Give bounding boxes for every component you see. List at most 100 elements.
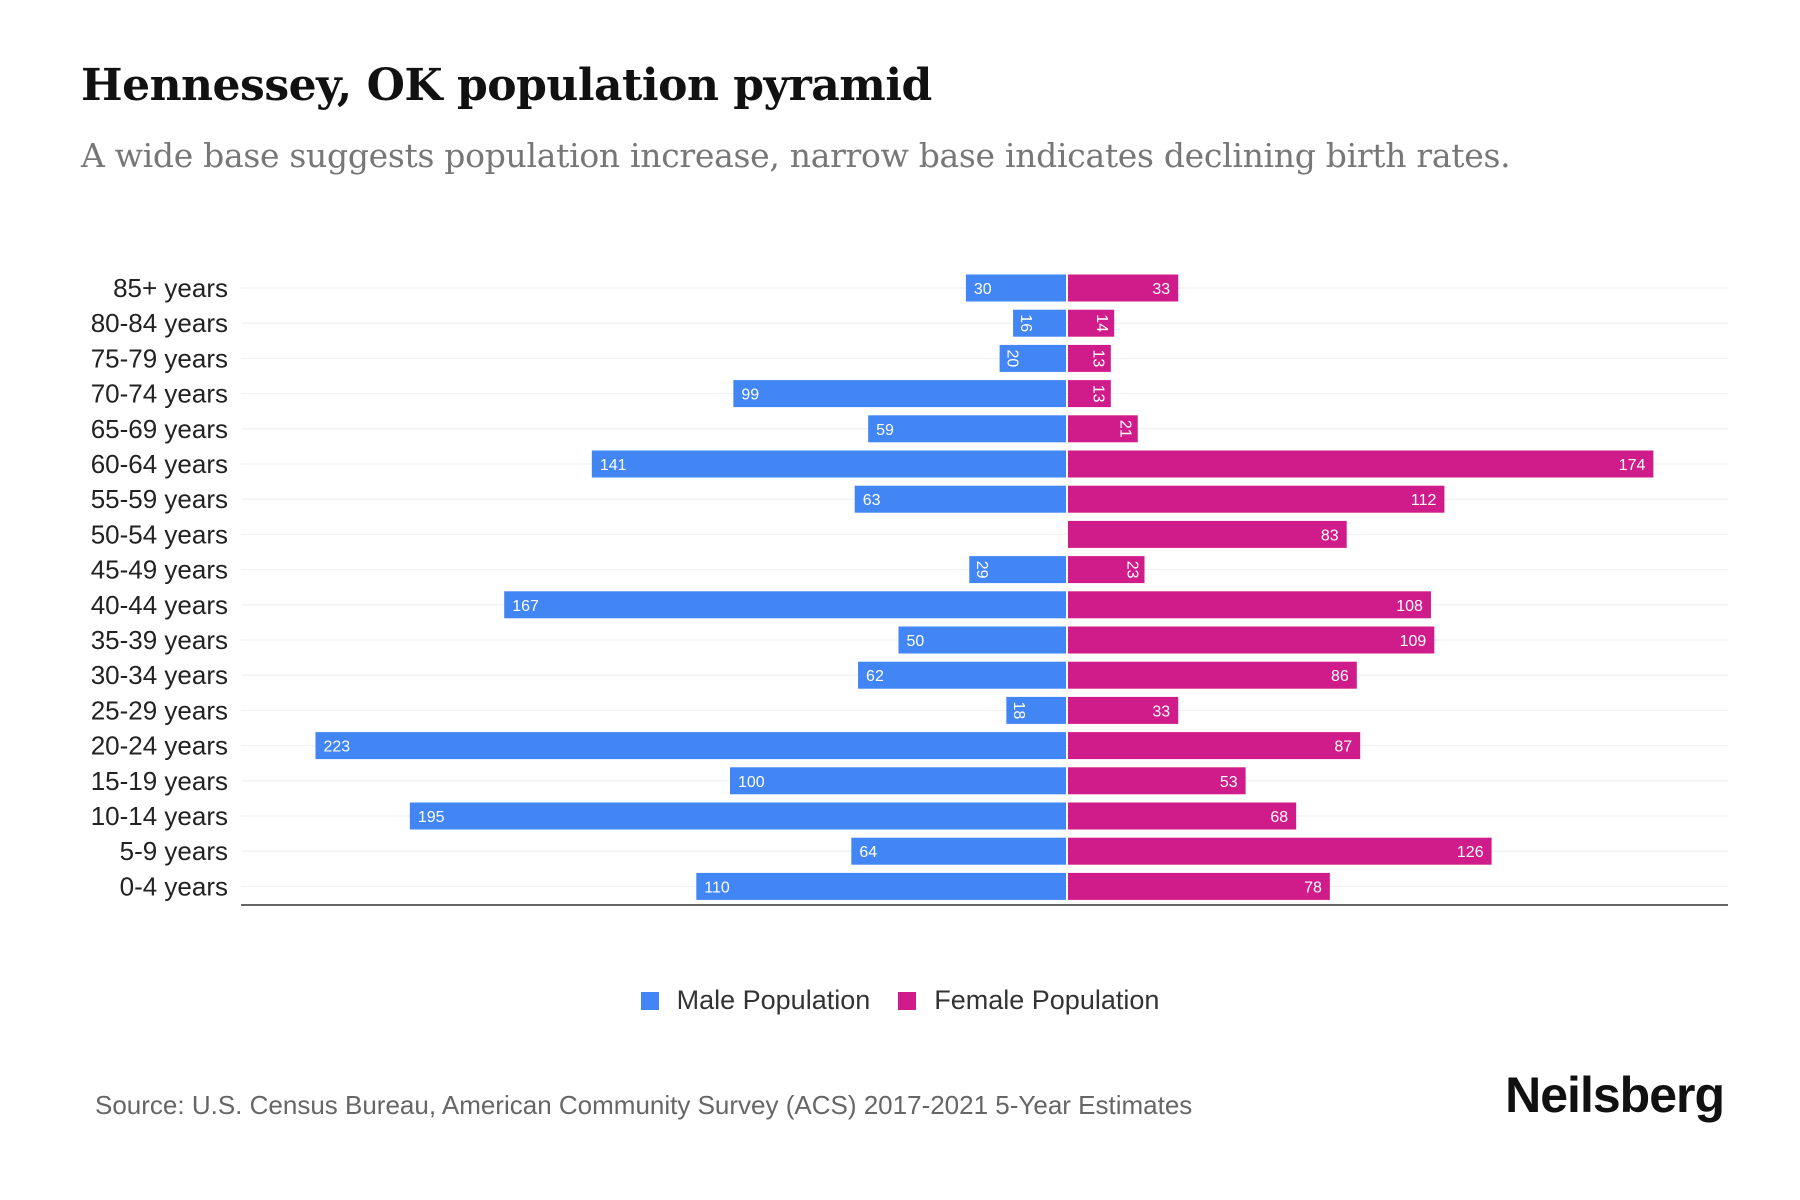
male-bar <box>730 767 1066 795</box>
female-bar <box>1068 344 1111 372</box>
male-value-label: 110 <box>704 879 730 896</box>
male-bar <box>591 450 1066 478</box>
female-value-label: 13 <box>1090 385 1107 403</box>
female-value-label: 112 <box>1411 492 1437 509</box>
legend-item-male: Male Population <box>640 985 871 1016</box>
female-value-label: 126 <box>1457 844 1484 861</box>
female-value-label: 174 <box>1619 457 1646 474</box>
female-value-label: 33 <box>1152 281 1170 298</box>
male-bar <box>999 344 1066 372</box>
female-bar <box>1068 696 1179 724</box>
legend-swatch-male <box>640 991 659 1010</box>
female-bar <box>1068 767 1246 795</box>
category-label: 55-59 years <box>91 484 228 514</box>
female-value-label: 21 <box>1117 420 1134 438</box>
female-value-label: 109 <box>1400 633 1427 650</box>
female-value-label: 86 <box>1331 668 1349 685</box>
male-value-label: 50 <box>907 633 925 650</box>
female-value-label: 33 <box>1152 703 1170 720</box>
legend-label-male: Male Population <box>676 985 871 1015</box>
male-bar <box>851 837 1066 865</box>
female-bar <box>1068 415 1138 443</box>
category-label: 65-69 years <box>91 414 228 444</box>
female-bar <box>1068 837 1492 865</box>
male-value-label: 141 <box>600 457 627 474</box>
male-bar <box>315 732 1066 760</box>
female-bar <box>1068 626 1435 654</box>
female-value-label: 53 <box>1220 774 1238 791</box>
category-label: 10-14 years <box>91 801 228 831</box>
category-label: 5-9 years <box>120 836 228 866</box>
male-value-label: 99 <box>741 387 759 404</box>
category-label: 60-64 years <box>91 449 228 479</box>
male-value-label: 20 <box>1003 350 1020 368</box>
male-bar <box>504 591 1067 619</box>
female-bar <box>1068 732 1361 760</box>
female-value-label: 87 <box>1334 739 1352 756</box>
male-value-label: 30 <box>974 281 992 298</box>
neilsberg-logo: Neilsberg <box>1505 1067 1725 1123</box>
male-bar <box>696 872 1066 900</box>
female-value-label: 78 <box>1304 879 1322 896</box>
female-value-label: 108 <box>1396 598 1423 615</box>
legend-swatch-female <box>898 991 917 1010</box>
chart-subtitle: A wide base suggests population increase… <box>81 136 1511 175</box>
male-value-label: 18 <box>1010 702 1027 720</box>
male-value-label: 195 <box>418 809 445 826</box>
category-label: 25-29 years <box>91 695 228 725</box>
category-label: 75-79 years <box>91 343 228 373</box>
female-bar <box>1068 556 1145 584</box>
legend: Male Population Female Population <box>0 985 1800 1016</box>
male-bar <box>1006 696 1066 724</box>
male-bar <box>858 661 1066 689</box>
male-bar <box>868 415 1066 443</box>
female-value-label: 68 <box>1270 809 1288 826</box>
female-value-label: 23 <box>1123 561 1140 579</box>
male-bar <box>1013 309 1066 337</box>
male-value-label: 16 <box>1017 314 1034 332</box>
female-bar <box>1068 591 1431 619</box>
male-value-label: 167 <box>512 598 539 615</box>
female-bar <box>1068 274 1179 302</box>
male-bar <box>965 274 1066 302</box>
male-value-label: 59 <box>876 422 894 439</box>
category-label: 15-19 years <box>91 766 228 796</box>
male-value-label: 64 <box>859 844 877 861</box>
pyramid-chart: 85+ years 30 33 80-84 years 16 14 75-79 years 2… <box>91 273 1728 906</box>
female-bar <box>1068 520 1347 548</box>
female-bar <box>1068 802 1297 830</box>
category-label: 30-34 years <box>91 660 228 690</box>
female-bar <box>1068 380 1111 408</box>
female-bar <box>1068 661 1357 689</box>
female-bar <box>1068 450 1654 478</box>
male-value-label: 223 <box>323 739 350 756</box>
female-value-label: 83 <box>1321 527 1339 544</box>
category-label: 70-74 years <box>91 379 228 409</box>
category-label: 35-39 years <box>91 625 228 655</box>
male-bar <box>969 556 1066 584</box>
female-bar <box>1068 872 1330 900</box>
male-bar <box>409 802 1067 830</box>
male-bar <box>733 380 1066 408</box>
category-label: 45-49 years <box>91 555 228 585</box>
male-bar <box>854 485 1066 513</box>
source-note: Source: U.S. Census Bureau, American Com… <box>95 1090 1193 1120</box>
category-label: 85+ years <box>113 273 228 303</box>
category-label: 40-44 years <box>91 590 228 620</box>
female-value-label: 13 <box>1090 350 1107 368</box>
female-value-label: 14 <box>1093 314 1110 332</box>
chart-title: Hennessey, OK population pyramid <box>81 60 932 111</box>
female-bar <box>1068 485 1445 513</box>
legend-label-female: Female Population <box>934 985 1160 1015</box>
female-bar <box>1068 309 1115 337</box>
male-bar <box>898 626 1066 654</box>
category-label: 0-4 years <box>120 871 228 901</box>
male-value-label: 63 <box>863 492 881 509</box>
category-label: 50-54 years <box>91 519 228 549</box>
male-value-label: 62 <box>866 668 884 685</box>
legend-item-female: Female Population <box>898 985 1159 1016</box>
category-label: 20-24 years <box>91 731 228 761</box>
category-label: 80-84 years <box>91 308 228 338</box>
male-value-label: 100 <box>738 774 765 791</box>
male-value-label: 29 <box>973 561 990 579</box>
